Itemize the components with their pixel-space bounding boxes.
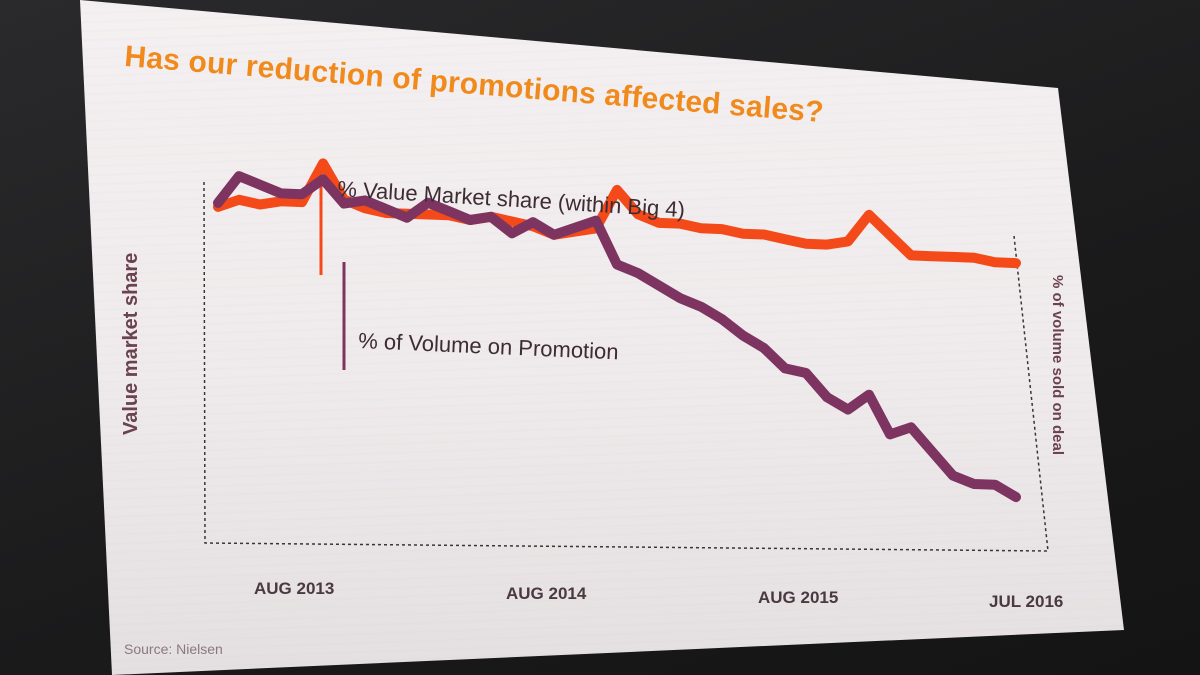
x-tick-label: AUG 2014 [506, 583, 587, 603]
x-tick-label: JUL 2016 [989, 592, 1064, 612]
y-axis-label-right: % of volume sold on deal [1049, 275, 1066, 456]
volume-promo-line [213, 171, 1021, 503]
x-tick-label: AUG 2013 [254, 579, 335, 599]
series-layer [213, 158, 1021, 503]
source-note: Source: Nielsen [124, 641, 223, 657]
volume-promo-series-label: % of Volume on Promotion [358, 328, 619, 364]
x-tick-label: AUG 2015 [758, 588, 839, 608]
plot-frame [203, 181, 1049, 552]
y-axis-label-left: Value market share [120, 252, 142, 435]
